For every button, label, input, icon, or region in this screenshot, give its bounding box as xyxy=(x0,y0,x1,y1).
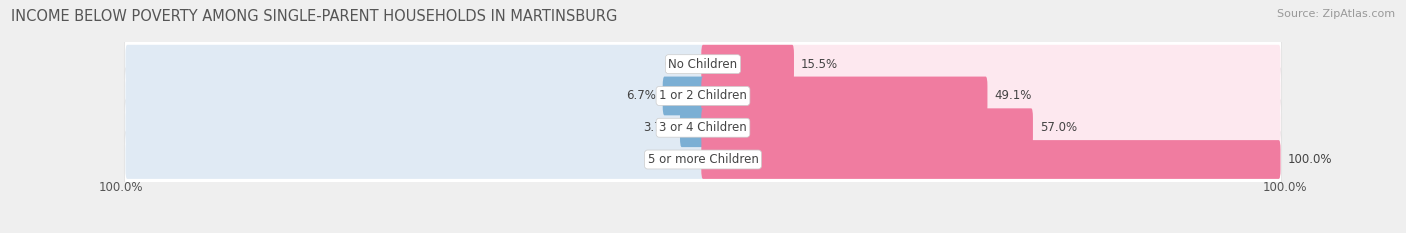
Text: 5 or more Children: 5 or more Children xyxy=(648,153,758,166)
FancyBboxPatch shape xyxy=(702,77,987,115)
Text: 100.0%: 100.0% xyxy=(1263,181,1308,194)
Text: Source: ZipAtlas.com: Source: ZipAtlas.com xyxy=(1277,9,1395,19)
FancyBboxPatch shape xyxy=(702,108,1033,147)
FancyBboxPatch shape xyxy=(702,45,794,84)
Text: 0.0%: 0.0% xyxy=(665,153,695,166)
FancyBboxPatch shape xyxy=(681,108,704,147)
Text: 3 or 4 Children: 3 or 4 Children xyxy=(659,121,747,134)
FancyBboxPatch shape xyxy=(702,77,1281,115)
Text: 1 or 2 Children: 1 or 2 Children xyxy=(659,89,747,103)
FancyBboxPatch shape xyxy=(125,140,704,179)
Text: 100.0%: 100.0% xyxy=(98,181,143,194)
Text: 3.7%: 3.7% xyxy=(644,121,673,134)
FancyBboxPatch shape xyxy=(124,35,1282,94)
FancyBboxPatch shape xyxy=(702,108,1281,147)
FancyBboxPatch shape xyxy=(702,45,1281,84)
Text: No Children: No Children xyxy=(668,58,738,71)
FancyBboxPatch shape xyxy=(125,108,704,147)
Text: 15.5%: 15.5% xyxy=(801,58,838,71)
FancyBboxPatch shape xyxy=(124,130,1282,189)
FancyBboxPatch shape xyxy=(662,77,704,115)
Text: 0.0%: 0.0% xyxy=(665,58,695,71)
Text: 49.1%: 49.1% xyxy=(994,89,1032,103)
FancyBboxPatch shape xyxy=(124,98,1282,157)
FancyBboxPatch shape xyxy=(702,140,1281,179)
FancyBboxPatch shape xyxy=(124,67,1282,125)
Text: 6.7%: 6.7% xyxy=(626,89,655,103)
FancyBboxPatch shape xyxy=(125,45,704,84)
FancyBboxPatch shape xyxy=(702,140,1281,179)
Text: 57.0%: 57.0% xyxy=(1040,121,1077,134)
FancyBboxPatch shape xyxy=(125,77,704,115)
Text: 100.0%: 100.0% xyxy=(1288,153,1331,166)
Text: INCOME BELOW POVERTY AMONG SINGLE-PARENT HOUSEHOLDS IN MARTINSBURG: INCOME BELOW POVERTY AMONG SINGLE-PARENT… xyxy=(11,9,617,24)
